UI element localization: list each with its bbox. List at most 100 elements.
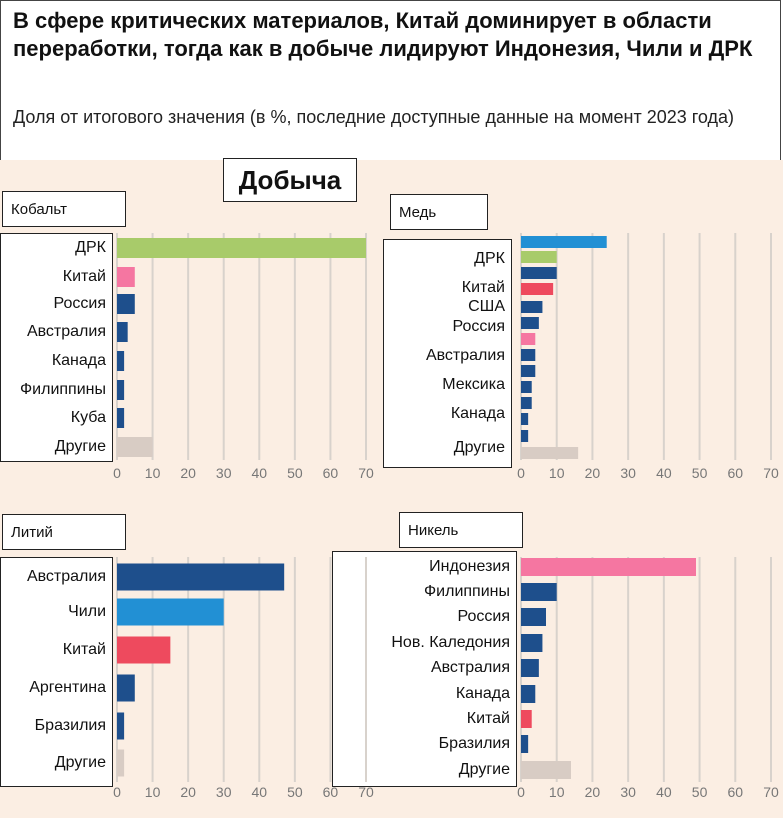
cobalt-tick-label: 40	[251, 465, 267, 481]
copper-bar	[521, 447, 579, 459]
nickel-category-label: Другие	[458, 761, 510, 778]
nickel-tick-label: 10	[549, 784, 565, 800]
cobalt-tick-label: 10	[145, 465, 161, 481]
cobalt-tick-label: 70	[358, 465, 374, 481]
cobalt-category-label: Австралия	[26, 323, 106, 340]
cobalt-category-label: Куба	[70, 409, 106, 426]
copper-tick-label: 20	[585, 465, 601, 481]
copper-bar	[521, 397, 532, 409]
copper-bar	[521, 413, 529, 425]
copper-tick-label: 50	[692, 465, 708, 481]
nickel-bar	[521, 761, 571, 779]
cobalt-category-label: ДРК	[75, 239, 106, 256]
lithium-tick-label: 50	[287, 784, 303, 800]
cobalt-bar	[117, 351, 125, 371]
nickel-bar	[521, 685, 536, 703]
cobalt-tick-label: 60	[323, 465, 339, 481]
cobalt-category-label: Китай	[62, 268, 106, 285]
cobalt-category-label: Канада	[51, 352, 106, 369]
copper-bar	[521, 267, 557, 279]
copper-tick-label: 0	[517, 465, 525, 481]
cobalt-bar	[117, 322, 128, 342]
lithium-tick-label: 70	[358, 784, 374, 800]
lithium-tick-label: 60	[323, 784, 339, 800]
lithium-tick-label: 20	[180, 784, 196, 800]
lithium-category-label: Австралия	[26, 568, 106, 585]
lithium-category-label: Бразилия	[34, 717, 106, 734]
nickel-tick-label: 60	[727, 784, 743, 800]
nickel-title-box: Никель	[399, 512, 523, 548]
nickel-category-label: Китай	[466, 710, 510, 727]
cobalt-bar	[117, 380, 125, 400]
copper-bar	[521, 301, 543, 313]
nickel-tick-label: 50	[692, 784, 708, 800]
copper-title-box: Медь	[390, 194, 488, 230]
cobalt-tick-label: 20	[180, 465, 196, 481]
nickel-category-box: Индонезия Филиппины Россия Нов. Каледония Ав…	[332, 551, 517, 787]
cobalt-title-box: Кобальт	[2, 191, 126, 227]
copper-category-box: ДРК Китай США Россия Австралия Мексика Канада Д…	[383, 239, 512, 468]
cobalt-bar	[117, 437, 153, 457]
cobalt-tick-label: 50	[287, 465, 303, 481]
nickel-tick-label: 30	[620, 784, 636, 800]
copper-bar	[521, 365, 536, 377]
lithium-category-label: Чили	[68, 603, 106, 620]
copper-category-label: Другие	[453, 439, 505, 456]
copper-tick-label: 60	[727, 465, 743, 481]
cobalt-category-box: ДРК Китай Россия Австралия Канада Филиппины Ку…	[0, 233, 113, 462]
copper-category-label: Австралия	[425, 347, 505, 364]
copper-bar	[521, 430, 529, 442]
copper-category-label: Канада	[450, 405, 505, 422]
lithium-category-label: Китай	[62, 641, 106, 658]
cobalt-bar	[117, 408, 125, 428]
nickel-bar	[521, 659, 539, 677]
cobalt-title: Кобальт	[11, 200, 67, 218]
cobalt-tick-label: 0	[113, 465, 121, 481]
nickel-tick-label: 20	[585, 784, 601, 800]
lithium-tick-label: 40	[251, 784, 267, 800]
nickel-category-label: Австралия	[430, 659, 510, 676]
lithium-tick-label: 0	[113, 784, 121, 800]
copper-title: Медь	[399, 203, 437, 221]
nickel-bar	[521, 583, 557, 601]
copper-category-label: Мексика	[442, 376, 505, 393]
nickel-bar	[521, 634, 543, 652]
nickel-category-label: Индонезия	[429, 558, 510, 575]
nickel-category-label: Филиппины	[424, 583, 510, 600]
copper-bar	[521, 317, 539, 329]
section-label: Добыча	[223, 158, 357, 202]
lithium-bar	[117, 636, 171, 664]
lithium-bar	[117, 563, 285, 591]
copper-tick-label: 70	[763, 465, 779, 481]
lithium-bar	[117, 674, 135, 702]
nickel-bar	[521, 608, 546, 626]
copper-tick-label: 30	[620, 465, 636, 481]
copper-bar	[521, 236, 607, 248]
lithium-title-box: Литий	[2, 514, 126, 550]
copper-bar	[521, 251, 557, 263]
nickel-tick-label: 70	[763, 784, 779, 800]
nickel-title: Никель	[408, 521, 459, 539]
nickel-bar	[521, 558, 696, 576]
lithium-category-label: Аргентина	[29, 679, 106, 696]
header: В сфере критических материалов, Китай до…	[0, 0, 781, 160]
nickel-bar	[521, 735, 529, 753]
lithium-category-label: Другие	[54, 754, 106, 771]
cobalt-bar	[117, 267, 135, 287]
nickel-category-label: Бразилия	[438, 735, 510, 752]
lithium-tick-label: 30	[216, 784, 232, 800]
nickel-category-label: Канада	[455, 685, 510, 702]
cobalt-category-label: Филиппины	[20, 381, 106, 398]
copper-category-label: ДРК	[474, 250, 505, 267]
lithium-title: Литий	[11, 523, 53, 541]
lithium-bar	[117, 598, 224, 626]
lithium-bar	[117, 749, 125, 777]
nickel-tick-label: 0	[517, 784, 525, 800]
nickel-category-label: Нов. Каледония	[391, 634, 510, 651]
cobalt-bar	[117, 294, 135, 314]
copper-tick-label: 10	[549, 465, 565, 481]
lithium-bar	[117, 712, 125, 740]
lithium-category-box: Австралия Чили Китай Аргентина Бразилия Други…	[0, 557, 113, 787]
copper-bar	[521, 283, 554, 295]
